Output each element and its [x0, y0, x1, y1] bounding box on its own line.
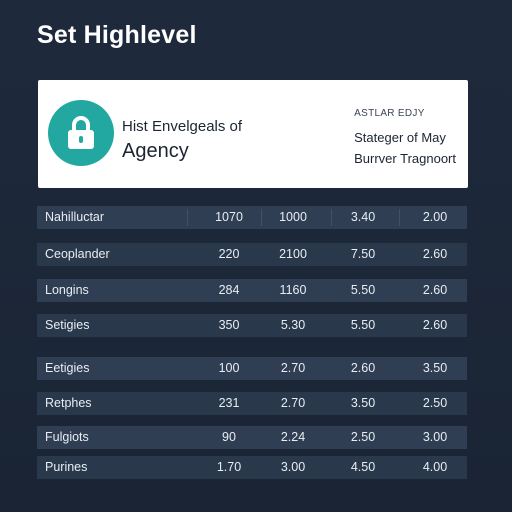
row-value-4: 2.60 [422, 318, 448, 332]
row-name: Longins [45, 283, 89, 297]
row-value-1: 350 [218, 318, 240, 332]
row-value-1: 284 [218, 283, 240, 297]
card-right-line1: Stateger of May [354, 130, 446, 145]
row-value-2: 3.00 [280, 460, 306, 474]
table-row[interactable]: Retphes 231 2.70 3.50 2.50 [37, 392, 467, 415]
row-name: Setigies [45, 318, 90, 332]
row-value-2: 2100 [279, 247, 307, 261]
row-value-2: 1160 [279, 283, 307, 297]
row-value-1: 1.70 [216, 460, 242, 474]
cell-divider [261, 209, 262, 226]
table-row[interactable]: Purines 1.70 3.00 4.50 4.00 [37, 456, 467, 479]
row-value-1: 90 [222, 430, 236, 444]
row-value-2: 1000 [279, 210, 307, 224]
row-value-3: 3.50 [350, 396, 376, 410]
cell-divider [399, 209, 400, 226]
row-value-4: 3.00 [422, 430, 448, 444]
row-name: Eetigies [45, 361, 90, 375]
table-row[interactable]: Ceoplander 220 2100 7.50 2.60 [37, 243, 467, 266]
table-row[interactable]: Eetigies 100 2.70 2.60 3.50 [37, 357, 467, 380]
lock-badge [48, 100, 114, 166]
row-value-4: 2.60 [422, 247, 448, 261]
row-value-4: 2.60 [422, 283, 448, 297]
card-right-line2: Burrver Tragnoort [354, 151, 456, 166]
row-value-4: 2.50 [422, 396, 448, 410]
row-value-3: 4.50 [350, 460, 376, 474]
row-name: Fulgiots [45, 430, 89, 444]
table-row[interactable]: Setigies 350 5.30 5.50 2.60 [37, 314, 467, 337]
card-caption: ASTLAR EDJY [354, 108, 425, 119]
row-value-1: 1070 [215, 210, 243, 224]
row-value-3: 2.60 [350, 361, 376, 375]
row-value-2: 2.70 [280, 361, 306, 375]
row-value-3: 5.50 [350, 318, 376, 332]
table-row[interactable]: Fulgiots 90 2.24 2.50 3.00 [37, 426, 467, 449]
row-name: Nahilluctar [45, 210, 105, 224]
row-value-3: 2.50 [350, 430, 376, 444]
row-value-2: 2.24 [280, 430, 306, 444]
row-value-1: 100 [218, 361, 240, 375]
card-right-block: ASTLAR EDJY Stateger of May Burrver Trag… [354, 108, 456, 169]
row-value-3: 7.50 [350, 247, 376, 261]
info-card: Hist Envelgeals of Agency ASTLAR EDJY St… [38, 80, 468, 188]
row-value-4: 4.00 [422, 460, 448, 474]
table-row[interactable]: Longins 284 1160 5.50 2.60 [37, 279, 467, 302]
row-value-3: 3.40 [350, 210, 376, 224]
row-value-1: 220 [218, 247, 240, 261]
table-row[interactable]: Nahilluctar 1070 1000 3.40 2.00 [37, 206, 467, 229]
row-name: Retphes [45, 396, 92, 410]
cell-divider [187, 209, 188, 226]
row-name: Purines [45, 460, 88, 474]
card-heading-line2: Agency [122, 140, 189, 162]
row-value-1: 231 [218, 396, 240, 410]
card-heading-line1: Hist Envelgeals of [122, 118, 243, 135]
row-value-4: 3.50 [422, 361, 448, 375]
row-value-3: 5.50 [350, 283, 376, 297]
lock-icon [68, 116, 94, 149]
row-name: Ceoplander [45, 247, 110, 261]
cell-divider [331, 209, 332, 226]
page-title: Set Highlevel [37, 21, 197, 49]
row-value-2: 2.70 [280, 396, 306, 410]
row-value-4: 2.00 [422, 210, 448, 224]
row-value-2: 5.30 [280, 318, 306, 332]
